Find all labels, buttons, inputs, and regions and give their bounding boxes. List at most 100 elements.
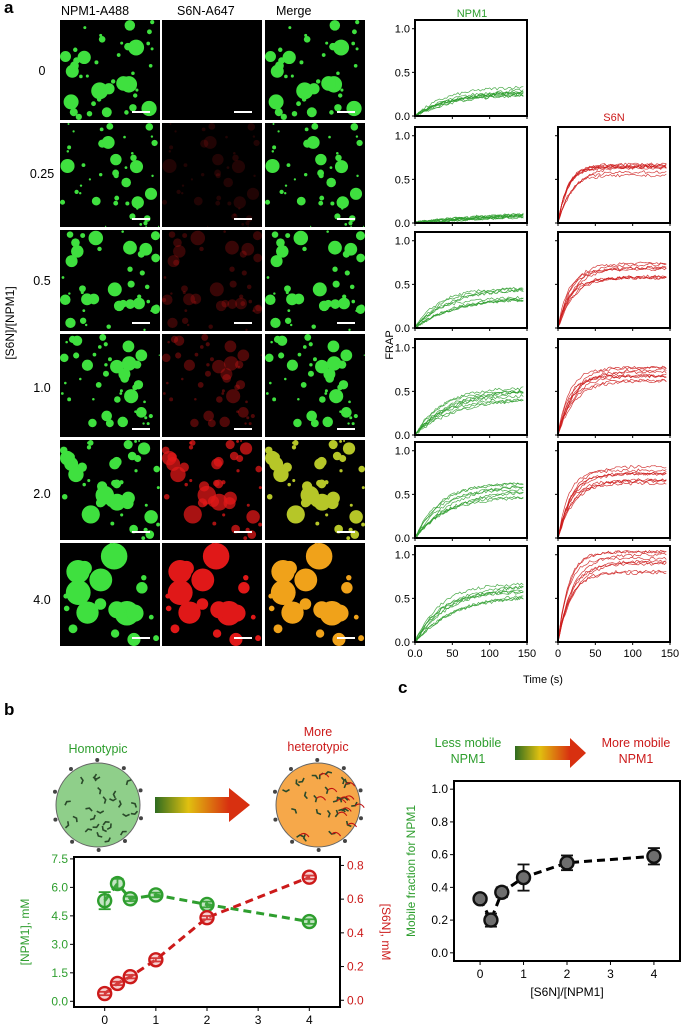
droplet	[66, 231, 74, 238]
tile-background	[162, 20, 262, 120]
droplet	[63, 94, 79, 110]
droplet	[197, 382, 204, 388]
droplet	[144, 187, 158, 200]
droplet	[330, 201, 335, 206]
droplet	[71, 238, 80, 247]
droplet	[266, 493, 273, 500]
droplet	[163, 276, 167, 279]
droplet	[127, 632, 141, 646]
polymer-strand	[119, 830, 127, 836]
frap-frame	[414, 545, 528, 643]
droplet	[326, 177, 336, 188]
droplet	[336, 71, 340, 76]
droplet	[241, 222, 245, 226]
droplet	[108, 601, 126, 619]
droplet	[237, 407, 249, 418]
droplet	[165, 605, 172, 612]
droplet	[81, 359, 93, 371]
droplet	[156, 486, 160, 490]
droplet	[119, 392, 123, 395]
droplet	[332, 451, 342, 461]
y-tick-label: 0.0	[395, 637, 410, 649]
droplet	[246, 416, 250, 420]
frap-trace	[557, 267, 667, 328]
data-point	[109, 975, 126, 992]
droplet	[202, 543, 230, 570]
droplet	[332, 266, 338, 272]
micrograph-tile	[162, 334, 262, 437]
droplet	[315, 521, 320, 526]
droplet	[209, 282, 224, 297]
droplet	[270, 317, 281, 329]
droplet	[99, 127, 104, 132]
droplet	[315, 629, 325, 638]
micrograph-tile	[265, 543, 365, 646]
micrograph-tile	[265, 123, 365, 227]
polymer-strand	[92, 823, 100, 829]
frap-trace	[414, 495, 524, 539]
droplet	[207, 419, 216, 428]
droplet	[174, 130, 177, 133]
droplet	[276, 245, 289, 258]
ratio-axis-label: [S6N]/[NPM1]	[3, 286, 17, 359]
droplet	[70, 61, 79, 71]
droplet	[144, 503, 148, 507]
droplet	[215, 300, 227, 312]
droplet	[324, 389, 328, 393]
droplet	[114, 195, 120, 201]
droplet	[229, 451, 239, 461]
frap-frame	[414, 126, 528, 224]
droplet	[361, 522, 366, 527]
droplet	[197, 485, 217, 505]
droplet	[236, 410, 239, 413]
heterotypic-label-line2: heterotypic	[287, 740, 348, 754]
surface-molecule	[358, 788, 363, 793]
droplet	[203, 136, 217, 149]
droplet	[273, 335, 282, 343]
droplet	[68, 335, 77, 343]
droplet	[321, 53, 326, 57]
droplet	[143, 328, 146, 331]
droplet	[91, 196, 101, 206]
droplet	[127, 280, 135, 288]
droplet	[79, 377, 82, 381]
droplet	[107, 357, 112, 362]
droplet	[303, 172, 308, 177]
droplet	[278, 47, 283, 52]
droplet	[153, 465, 160, 473]
droplet	[95, 485, 115, 505]
droplet	[308, 342, 313, 347]
droplet	[201, 127, 206, 132]
frap-trace	[414, 488, 524, 539]
droplet	[113, 200, 119, 206]
polymer-strand	[72, 815, 78, 823]
data-point	[122, 968, 138, 985]
droplet	[349, 187, 363, 200]
frap-trace	[414, 286, 524, 329]
x-tick-label: 0	[555, 648, 561, 660]
surface-molecule	[95, 758, 100, 763]
data-point	[109, 875, 126, 892]
droplet	[293, 230, 309, 246]
droplet	[253, 253, 262, 263]
micrograph-tile	[60, 543, 160, 646]
droplet	[150, 20, 155, 25]
x-tick-label: 2	[564, 967, 571, 981]
droplet	[212, 153, 224, 166]
droplet	[181, 317, 189, 324]
frap-frame	[557, 231, 671, 329]
droplet	[245, 328, 248, 331]
peptide-strand	[327, 787, 338, 793]
droplet	[175, 352, 182, 359]
droplet	[196, 598, 209, 610]
micrograph-tile	[162, 440, 263, 541]
frap-trace	[557, 265, 667, 328]
droplet	[325, 513, 329, 517]
droplet	[143, 220, 148, 226]
droplet	[130, 151, 134, 155]
droplet	[144, 284, 150, 290]
y-tick-label: 0.4	[347, 926, 364, 940]
droplet	[237, 349, 250, 362]
droplet	[79, 184, 83, 187]
droplet	[162, 294, 173, 306]
